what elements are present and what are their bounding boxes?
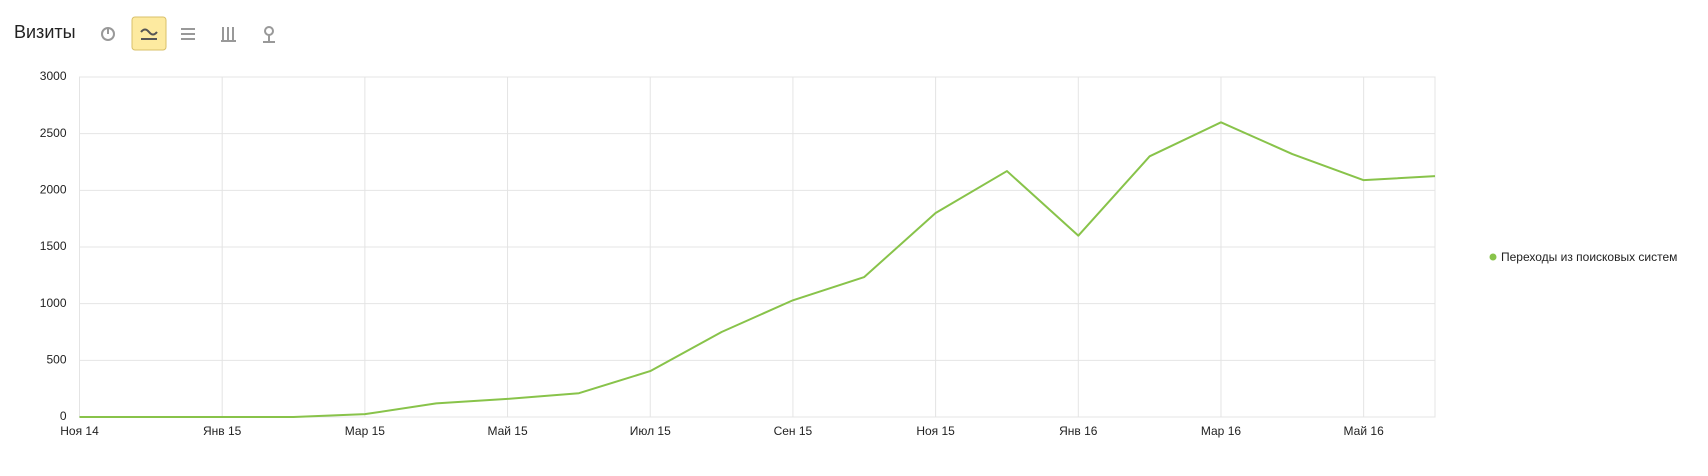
line-icon — [140, 28, 158, 40]
y-tick-label: 2000 — [40, 183, 67, 197]
bar-icon[interactable] — [221, 27, 236, 42]
x-tick-label: Мар 15 — [345, 424, 385, 438]
chart-type-toolbar — [101, 16, 275, 51]
x-tick-label: Июл 15 — [630, 424, 671, 438]
x-tick-label: Ноя 15 — [916, 424, 955, 438]
y-tick-label: 500 — [46, 353, 66, 367]
x-tick-label: Мар 16 — [1201, 424, 1241, 438]
widget-title: Визиты — [14, 22, 76, 42]
x-tick-label: Сен 15 — [774, 424, 813, 438]
area-icon[interactable] — [181, 28, 195, 40]
x-tick-label: Янв 16 — [1059, 424, 1098, 438]
y-tick-label: 0 — [60, 409, 67, 423]
y-tick-label: 3000 — [40, 69, 67, 83]
y-tick-label: 2500 — [40, 126, 67, 140]
y-tick-label: 1500 — [40, 239, 67, 253]
x-tick-label: Май 16 — [1344, 424, 1385, 438]
legend-marker — [1489, 253, 1497, 261]
map-icon[interactable] — [263, 26, 275, 43]
series-line — [79, 121, 1436, 418]
x-tick-label: Май 15 — [487, 424, 528, 438]
x-tick-label: Ноя 14 — [60, 424, 99, 438]
x-tick-label: Янв 15 — [203, 424, 242, 438]
pie-icon[interactable] — [101, 27, 115, 41]
legend-label: Переходы из поисковых систем — [1501, 250, 1677, 264]
y-tick-label: 1000 — [40, 296, 67, 310]
